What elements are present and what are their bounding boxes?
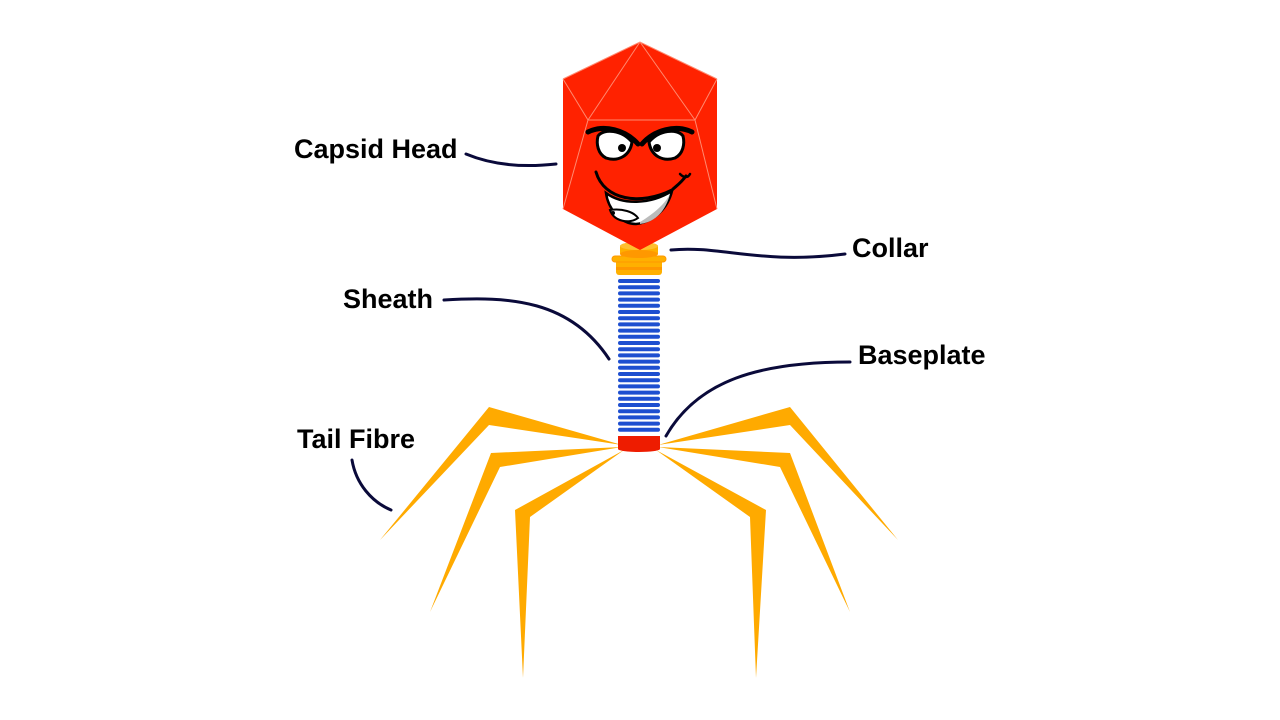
grinning-evil-icon: [585, 126, 695, 226]
sheath-ring: [618, 390, 660, 395]
collar-label: Collar: [852, 233, 929, 263]
leader-line-sheath: [442, 297, 611, 361]
sheath-ring: [618, 279, 660, 283]
sheath-ring: [618, 421, 660, 426]
sheath-ring: [618, 378, 660, 383]
sheath-ring: [618, 403, 660, 407]
sheath-ring: [618, 365, 660, 370]
sheath-ring: [618, 427, 660, 432]
sheath-rings: [618, 279, 660, 432]
leader-line-tailfibre: [350, 458, 393, 512]
sheath-ring: [618, 334, 660, 339]
sheath-ring: [618, 415, 660, 420]
leader-lines: [350, 152, 852, 512]
leader-line-capsid: [464, 152, 558, 167]
tail-fibres: [380, 407, 898, 678]
collar: [611, 242, 667, 275]
leader-line-baseplate: [664, 360, 852, 438]
tail-fibre-right-2: [658, 447, 850, 612]
tail-fibre-left-3: [515, 450, 624, 678]
sheath-ring: [618, 396, 660, 401]
leader-line-collar: [669, 247, 847, 259]
sheath-ring: [618, 384, 660, 389]
sheath-ring: [618, 353, 660, 358]
sheath-ring: [618, 316, 660, 321]
baseplate-label: Baseplate: [858, 340, 986, 370]
sheath-ring: [618, 328, 660, 333]
tail-fibre-right-3: [656, 450, 766, 678]
sheath-ring: [618, 303, 660, 308]
baseplate: [618, 436, 660, 452]
sheath-ring: [618, 310, 660, 314]
tail-fibre-label: Tail Fibre: [297, 424, 416, 454]
sheath-ring: [618, 359, 660, 364]
capsid-head-label: Capsid Head: [294, 134, 458, 164]
sheath-ring: [618, 285, 660, 290]
sheath-ring: [618, 341, 660, 345]
sheath-ring: [618, 409, 660, 414]
sheath-label: Sheath: [343, 284, 434, 314]
sheath-ring: [618, 372, 660, 376]
sheath-ring: [618, 297, 660, 302]
tail-fibre-left-2: [430, 447, 622, 612]
capsid-head: [562, 41, 718, 250]
sheath-ring: [618, 322, 660, 327]
sheath-ring: [618, 347, 660, 352]
sheath: [616, 275, 662, 440]
sheath-ring: [618, 291, 660, 296]
